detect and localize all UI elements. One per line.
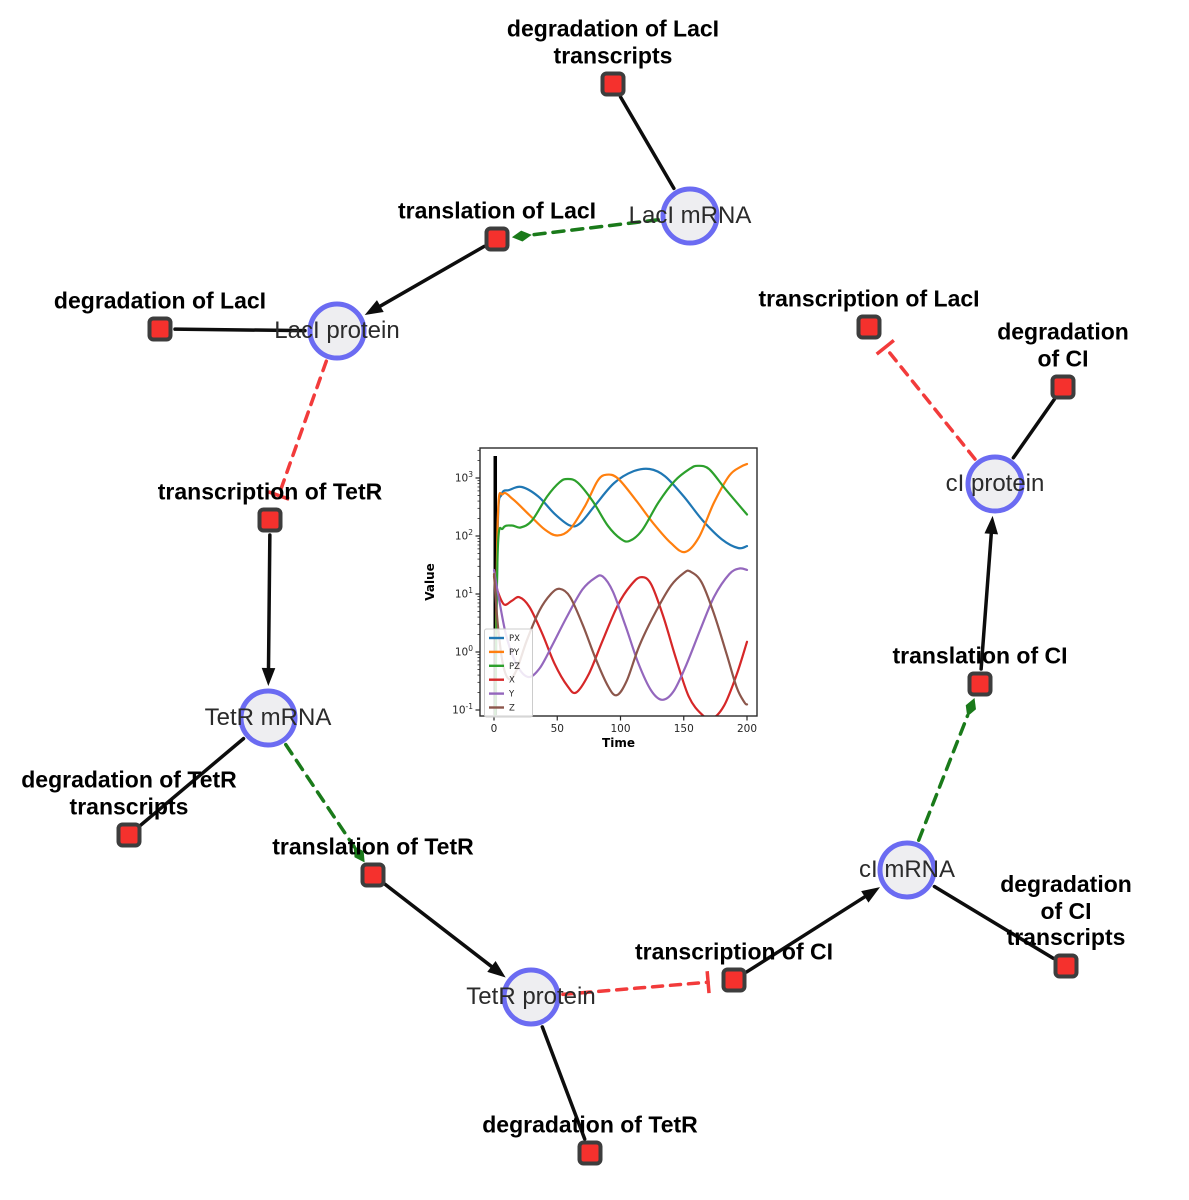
species-label-ci-mrna: cI mRNA — [859, 856, 955, 883]
reaction-node-deg-laci-transcripts — [600, 71, 626, 97]
reaction-label-deg-tetr-transcripts: degradation of TetR transcripts — [21, 766, 237, 820]
reaction-label-transcription-tetr: transcription of TetR — [157, 478, 383, 505]
species-node-tetr-protein — [501, 967, 561, 1027]
reaction-label-deg-tetr: degradation of TetR — [482, 1111, 698, 1138]
species-label-tetr-mrna: TetR mRNA — [204, 704, 332, 731]
reaction-label-deg-ci-transcripts: degradation of CI transcripts — [1000, 870, 1132, 951]
reaction-label-translation-ci: translation of CI — [892, 642, 1068, 669]
reaction-node-translation-tetr — [360, 862, 386, 888]
species-node-laci-protein — [307, 301, 367, 361]
reaction-label-transcription-ci: transcription of CI — [634, 938, 834, 965]
species-node-ci-protein — [965, 454, 1025, 514]
species-node-tetr-mrna — [238, 688, 298, 748]
species-label-laci-protein: LacI protein — [274, 317, 400, 344]
reaction-node-deg-ci — [1050, 374, 1076, 400]
reaction-node-transcription-tetr — [257, 507, 283, 533]
species-label-ci-protein: cI protein — [945, 470, 1045, 497]
reaction-node-transcription-ci — [721, 967, 747, 993]
species-label-tetr-protein: TetR protein — [466, 983, 596, 1010]
reaction-node-translation-laci — [484, 226, 510, 252]
reaction-label-transcription-laci: transcription of LacI — [758, 285, 980, 312]
reaction-label-translation-tetr: translation of TetR — [272, 833, 474, 860]
reaction-node-deg-tetr-transcripts — [116, 822, 142, 848]
reaction-node-deg-tetr — [577, 1140, 603, 1166]
reaction-node-deg-laci — [147, 316, 173, 342]
reaction-label-translation-laci: translation of LacI — [397, 197, 597, 224]
species-node-laci-mrna — [660, 186, 720, 246]
species-node-ci-mrna — [877, 840, 937, 900]
species-label-laci-mrna: LacI mRNA — [628, 202, 752, 229]
reaction-node-transcription-laci — [856, 314, 882, 340]
reaction-node-translation-ci — [967, 671, 993, 697]
reaction-label-deg-laci: degradation of LacI — [53, 287, 267, 314]
reaction-label-deg-ci: degradation of CI — [997, 318, 1129, 372]
reaction-node-deg-ci-transcripts — [1053, 953, 1079, 979]
reaction-label-deg-laci-transcripts: degradation of LacI transcripts — [506, 15, 720, 69]
